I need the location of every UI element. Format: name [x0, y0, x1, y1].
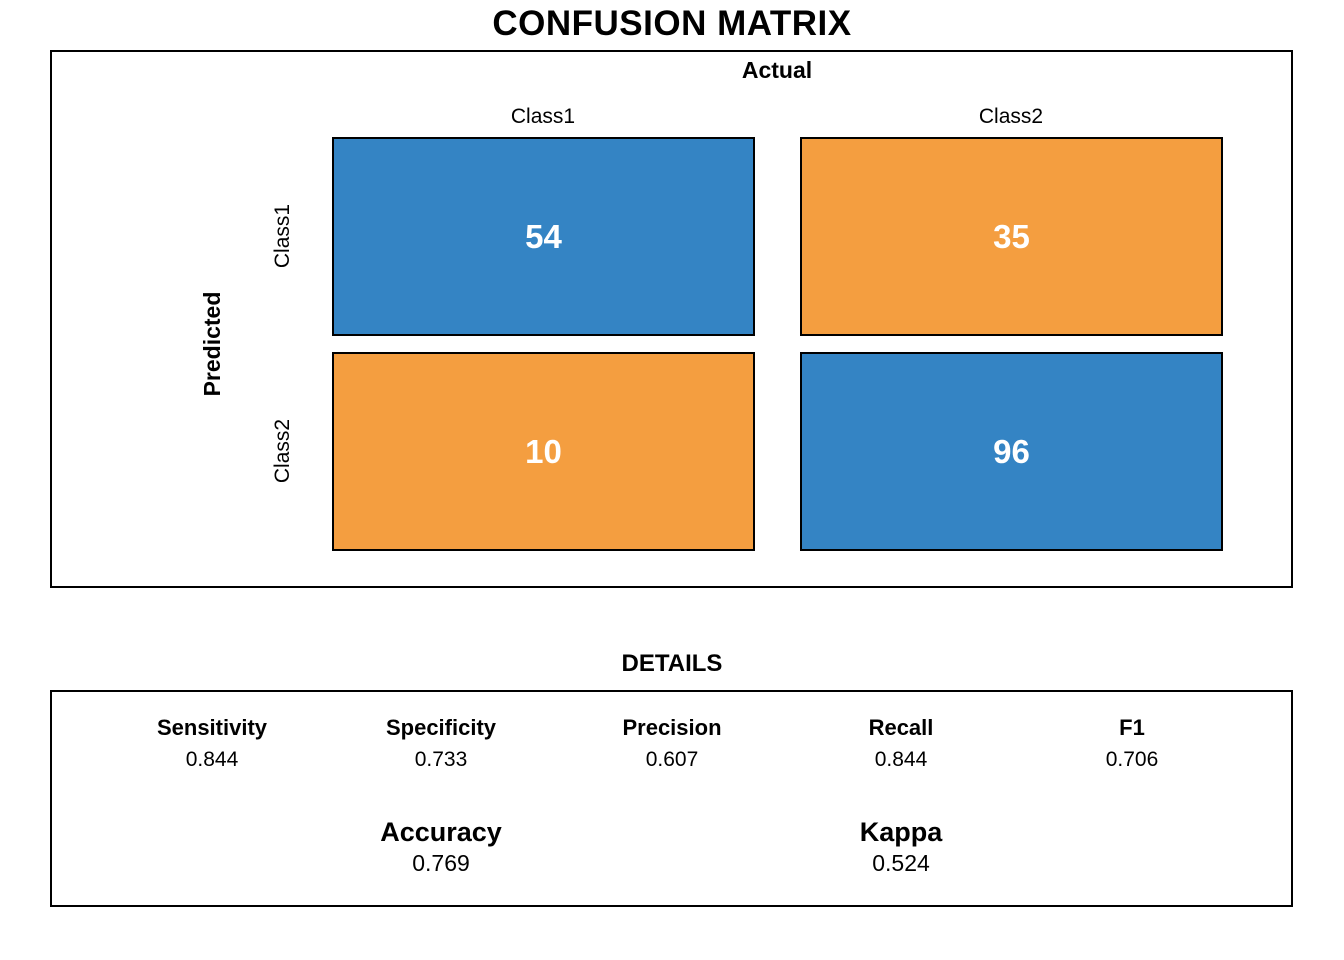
cell-value: 96 — [993, 432, 1030, 470]
details-panel — [50, 690, 1293, 907]
stat-label: Kappa — [859, 817, 943, 847]
stat-value: 0.607 — [645, 748, 699, 771]
actual-axis-label: Actual — [741, 57, 813, 83]
stat-value: 0.844 — [185, 748, 239, 771]
stat-value: 0.706 — [1105, 748, 1159, 771]
predicted-axis-label: Predicted — [198, 291, 225, 397]
cell-value: 54 — [525, 217, 562, 255]
stat-specificity: Specificity 0.733 — [321, 715, 561, 773]
stat-kappa: Kappa 0.524 — [781, 816, 1021, 876]
stat-value: 0.769 — [412, 850, 470, 876]
row-header-class1: Class1 — [271, 203, 294, 269]
stat-precision: Precision 0.607 — [552, 715, 792, 773]
stat-accuracy: Accuracy 0.769 — [321, 816, 561, 876]
stat-label: Recall — [868, 715, 934, 740]
details-heading: DETAILS — [621, 650, 723, 677]
stat-label: Accuracy — [380, 817, 502, 847]
stat-label: Sensitivity — [156, 715, 268, 740]
stat-value: 0.844 — [874, 748, 928, 771]
stat-recall: Recall 0.844 — [781, 715, 1021, 773]
column-header-class2: Class2 — [978, 105, 1044, 128]
stat-value: 0.524 — [872, 850, 930, 876]
column-header-class1: Class1 — [510, 105, 576, 128]
stat-label: F1 — [1119, 715, 1145, 740]
stat-label: Specificity — [385, 715, 497, 740]
matrix-cell-pred1-act1: 54 — [332, 137, 755, 336]
cell-value: 10 — [525, 432, 562, 470]
page-title: CONFUSION MATRIX — [492, 4, 852, 43]
row-header-class2: Class2 — [271, 418, 294, 484]
cell-value: 35 — [993, 217, 1030, 255]
matrix-cell-pred2-act2: 96 — [800, 352, 1223, 551]
stat-sensitivity: Sensitivity 0.844 — [92, 715, 332, 773]
matrix-cell-pred1-act2: 35 — [800, 137, 1223, 336]
stat-label: Precision — [622, 715, 722, 740]
stat-value: 0.733 — [414, 748, 468, 771]
matrix-cell-pred2-act1: 10 — [332, 352, 755, 551]
stat-f1: F1 0.706 — [1012, 715, 1252, 773]
